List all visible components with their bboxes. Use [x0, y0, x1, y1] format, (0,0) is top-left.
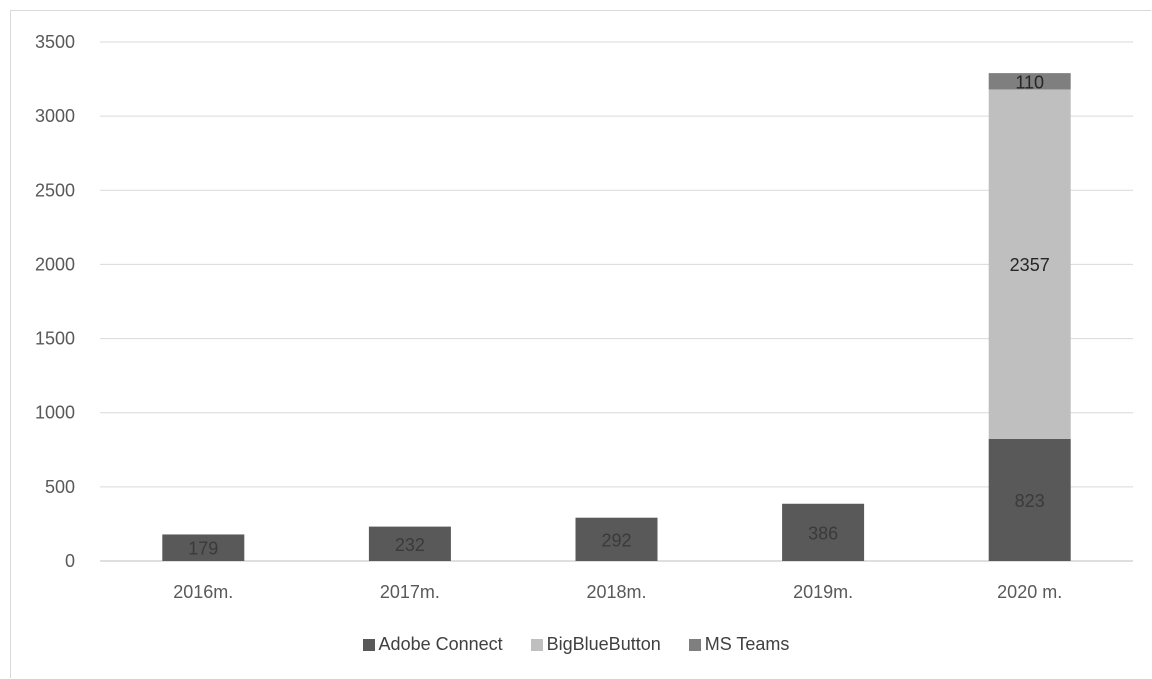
y-tick-label: 0: [65, 551, 75, 571]
x-tick-label: 2020 m.: [997, 582, 1062, 602]
y-tick-label: 500: [45, 477, 75, 497]
bar-segment: [575, 517, 658, 561]
x-tick-label: 2018m.: [586, 582, 646, 602]
data-label: 2357: [1010, 255, 1050, 275]
x-tick-label: 2016m.: [173, 582, 233, 602]
legend-item: MS Teams: [688, 634, 790, 655]
legend-swatch: [688, 639, 701, 651]
chart-frame: [10, 10, 1151, 678]
data-label: 386: [808, 523, 838, 543]
chart-legend: Adobe Connect BigBlueButton MS Teams: [0, 634, 1152, 655]
legend-swatch: [530, 639, 543, 651]
bar-segment: [988, 73, 1071, 90]
x-tick-label: 2017m.: [380, 582, 440, 602]
legend-label: BigBlueButton: [546, 634, 661, 654]
legend-label: Adobe Connect: [378, 634, 503, 654]
data-label: 179: [188, 539, 218, 559]
data-label: 292: [601, 530, 631, 550]
x-tick-label: 2019m.: [793, 582, 853, 602]
bar-segment: [368, 526, 451, 561]
bar-segment: [162, 534, 245, 561]
data-label: 110: [1015, 72, 1044, 92]
y-tick-label: 1500: [35, 329, 75, 349]
bar-segment: [988, 438, 1071, 561]
bar-segment: [988, 89, 1071, 439]
legend-item: Adobe Connect: [362, 634, 503, 655]
y-tick-label: 2500: [35, 180, 75, 200]
legend-item: BigBlueButton: [530, 634, 661, 655]
data-label: 823: [1015, 491, 1045, 511]
bar-segment: [782, 503, 865, 561]
y-tick-label: 3000: [35, 106, 75, 126]
data-label: 232: [395, 535, 425, 555]
y-tick-label: 3500: [35, 32, 75, 52]
y-tick-label: 1000: [35, 403, 75, 423]
y-tick-label: 2000: [35, 254, 75, 274]
legend-swatch: [362, 639, 375, 651]
legend-label: MS Teams: [704, 634, 790, 654]
